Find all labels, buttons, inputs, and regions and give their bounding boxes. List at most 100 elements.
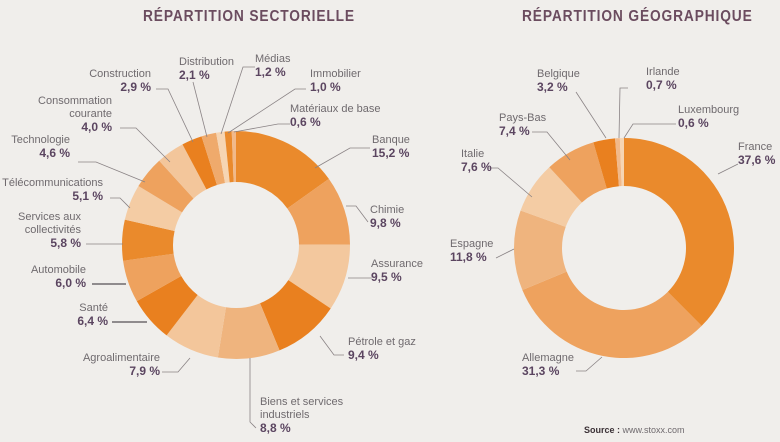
slice-luxembourg [619, 138, 624, 187]
label-name: Banque [372, 134, 410, 146]
source-label: Source : [584, 425, 621, 435]
label-name: Italie [461, 148, 485, 160]
label-name: collectivités [24, 224, 81, 236]
slice-allemagne [522, 271, 702, 359]
slice-france [624, 138, 734, 326]
slice-italie [520, 167, 582, 227]
label-name: Technologie [11, 134, 70, 146]
leader-lines [78, 66, 739, 429]
label-name: Chimie [370, 204, 405, 216]
label-value: 31,3 % [522, 364, 560, 378]
label-paysbas: Pays-Bas 7,4 % [499, 112, 546, 138]
label-name: Allemagne [522, 352, 574, 364]
slice-technologie [138, 160, 194, 213]
label-name: Automobile [30, 264, 86, 276]
slice-chimie [287, 178, 350, 245]
geo-donut [514, 138, 734, 359]
label-value: 2,9 % [120, 80, 151, 94]
label-telecom: Télécommunications 5,1 % [2, 177, 103, 203]
leader-telecom [110, 197, 131, 209]
leader-banque [314, 147, 370, 169]
slice-belgique [593, 138, 619, 189]
slice-biens-et-services-industriels [217, 303, 280, 359]
leader-chimie [346, 205, 369, 223]
label-value: 9,5 % [371, 270, 402, 284]
label-value: 9,8 % [370, 216, 401, 230]
label-value: 7,9 % [129, 364, 160, 378]
label-belgique: Belgique 3,2 % [537, 68, 580, 94]
slice-immobilier [224, 131, 234, 183]
label-value: 5,1 % [72, 189, 103, 203]
source-url: www.stoxx.com [622, 425, 685, 435]
leader-petrole [319, 335, 344, 356]
slice-distribution [201, 132, 226, 185]
slice-services-aux-collectivites [122, 219, 175, 261]
label-value: 8,8 % [260, 421, 291, 435]
slice-espagne [514, 210, 567, 291]
leader-biens [249, 358, 257, 429]
label-services: Services aux collectivités 5,8 % [18, 211, 81, 250]
label-construction: Construction 2,9 % [89, 68, 151, 94]
label-chimie: Chimie 9,8 % [370, 204, 404, 230]
slice-automobile [123, 253, 182, 302]
label-petrole: Pétrole et gaz 9,4 % [348, 336, 416, 362]
source-note: Source : www.stoxx.com [584, 425, 685, 435]
label-value: 7,6 % [461, 160, 492, 174]
slice-irlande [615, 138, 622, 187]
label-auto: Automobile 6,0 % [31, 264, 86, 290]
label-name: Services aux [18, 211, 81, 223]
label-name: Construction [89, 68, 151, 80]
leader-materiaux [233, 123, 290, 133]
leader-france [717, 163, 739, 175]
label-value: 3,2 % [537, 80, 568, 94]
label-sante: Santé 6,4 % [77, 302, 108, 328]
label-assurance: Assurance 9,5 % [371, 258, 423, 284]
leader-techno [78, 161, 146, 183]
label-value: 1,0 % [310, 80, 341, 94]
label-allemagne: Allemagne 31,3 % [522, 352, 574, 378]
label-name: Agroalimentaire [82, 352, 160, 364]
label-biens: Biens et services industriels 8,8 % [260, 396, 343, 435]
label-value: 2,1 % [179, 68, 210, 82]
leader-paysbas [532, 131, 571, 161]
label-name: Biens et services [260, 396, 344, 408]
label-value: 0,6 % [678, 116, 709, 130]
label-value: 4,0 % [81, 120, 112, 134]
label-agro: Agroalimentaire 7,9 % [83, 352, 160, 378]
label-value: 37,6 % [738, 153, 776, 167]
label-value: 0,7 % [646, 78, 677, 92]
slice-pays-bas [549, 142, 607, 203]
label-espagne: Espagne 11,8 % [450, 238, 493, 264]
leader-agro [162, 357, 191, 373]
label-conso: Consommation courante 4,0 % [38, 95, 112, 134]
label-value: 9,4 % [348, 348, 379, 362]
leader-belgique [575, 91, 607, 139]
label-value: 11,8 % [450, 250, 487, 264]
label-irlande: Irlande 0,7 % [646, 66, 680, 92]
label-name: Médias [255, 53, 291, 65]
label-value: 1,2 % [255, 65, 286, 79]
label-value: 6,0 % [55, 276, 86, 290]
label-name: Consommation [38, 95, 112, 107]
leader-allemagne [576, 356, 603, 372]
label-name: Pétrole et gaz [348, 336, 416, 348]
leader-espagne [495, 248, 515, 259]
leader-immobilier [227, 88, 306, 134]
label-value: 5,8 % [50, 236, 81, 250]
label-name: Télécommunications [2, 177, 103, 189]
sector-donut [122, 131, 350, 359]
slice-medias [216, 131, 230, 183]
slice-petrole-et-gaz [260, 280, 331, 351]
leader-italie [488, 167, 533, 198]
label-name: Santé [79, 302, 108, 314]
label-name: Espagne [450, 238, 494, 250]
slice-agroalimentaire [166, 294, 226, 358]
label-name: courante [69, 108, 112, 120]
label-name: Distribution [179, 56, 235, 68]
label-name: France [738, 141, 773, 153]
slice-construction [182, 136, 217, 190]
label-medias: Médias 1,2 % [255, 53, 290, 79]
label-materiaux: Matériaux de base 0,6 % [290, 103, 381, 129]
label-name: Irlande [646, 66, 680, 78]
slice-consommation-courante [159, 144, 207, 199]
